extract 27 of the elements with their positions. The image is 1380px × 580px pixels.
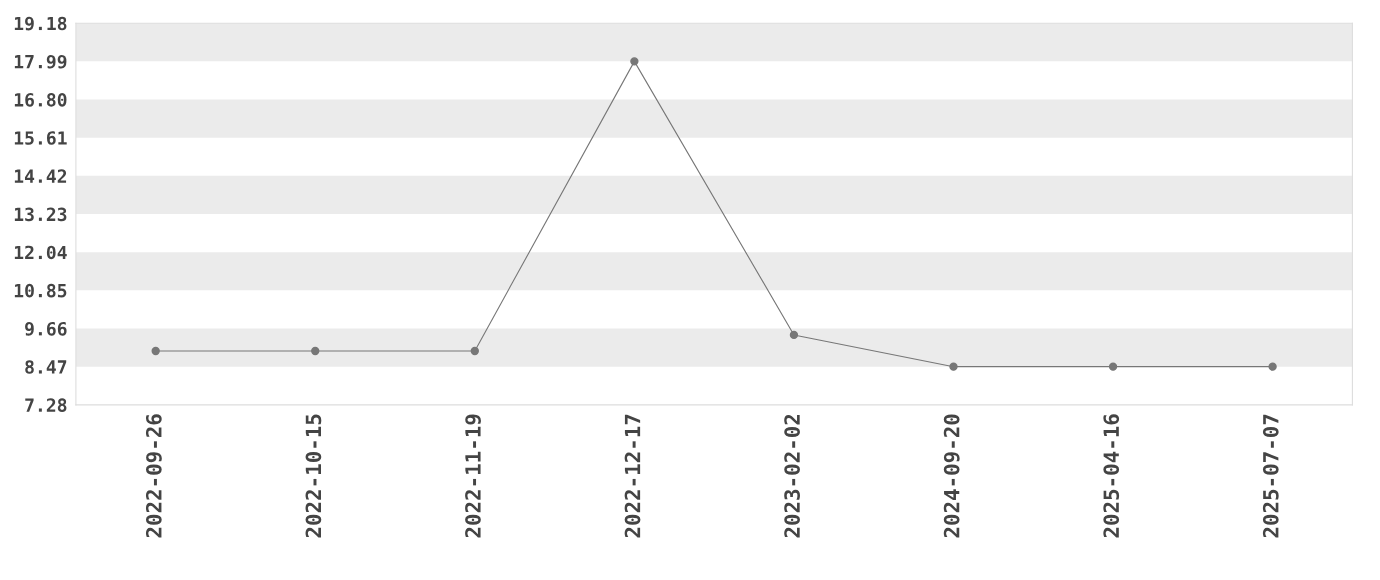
y-tick-label: 16.80	[14, 92, 67, 107]
y-tick-label: 17.99	[14, 54, 67, 69]
x-tick-label: 2023-02-02	[784, 414, 800, 538]
y-tick-label: 19.18	[14, 16, 67, 31]
x-tick-label: 2025-04-16	[1103, 414, 1120, 538]
y-tick-label: 10.85	[14, 283, 67, 298]
y-tick-label: 12.04	[14, 245, 67, 260]
x-tick-label: 2022-09-26	[145, 414, 162, 538]
y-tick-label: 15.61	[14, 131, 67, 145]
y-tick-label: 7.28	[25, 398, 67, 412]
x-tick-label: 2022-11-19	[465, 414, 481, 538]
point	[311, 346, 320, 356]
x-tick-label: 2024-09-20	[943, 414, 960, 538]
x-tick-label: 2022-12-17	[624, 414, 641, 538]
point	[151, 346, 160, 356]
y-tick-label: 14.42	[14, 169, 67, 183]
point	[789, 330, 799, 340]
point	[949, 362, 958, 371]
y-tick-label: 13.23	[14, 207, 67, 222]
point	[1108, 362, 1118, 371]
point	[470, 346, 479, 356]
y-tick-label: 8.47	[25, 360, 67, 374]
point	[630, 57, 639, 66]
x-tick-label: 2022-10-15	[305, 414, 322, 538]
point	[1268, 362, 1277, 371]
y-tick-label: 9.66	[25, 321, 67, 336]
x-tick-label: 2025-07-07	[1262, 414, 1279, 538]
